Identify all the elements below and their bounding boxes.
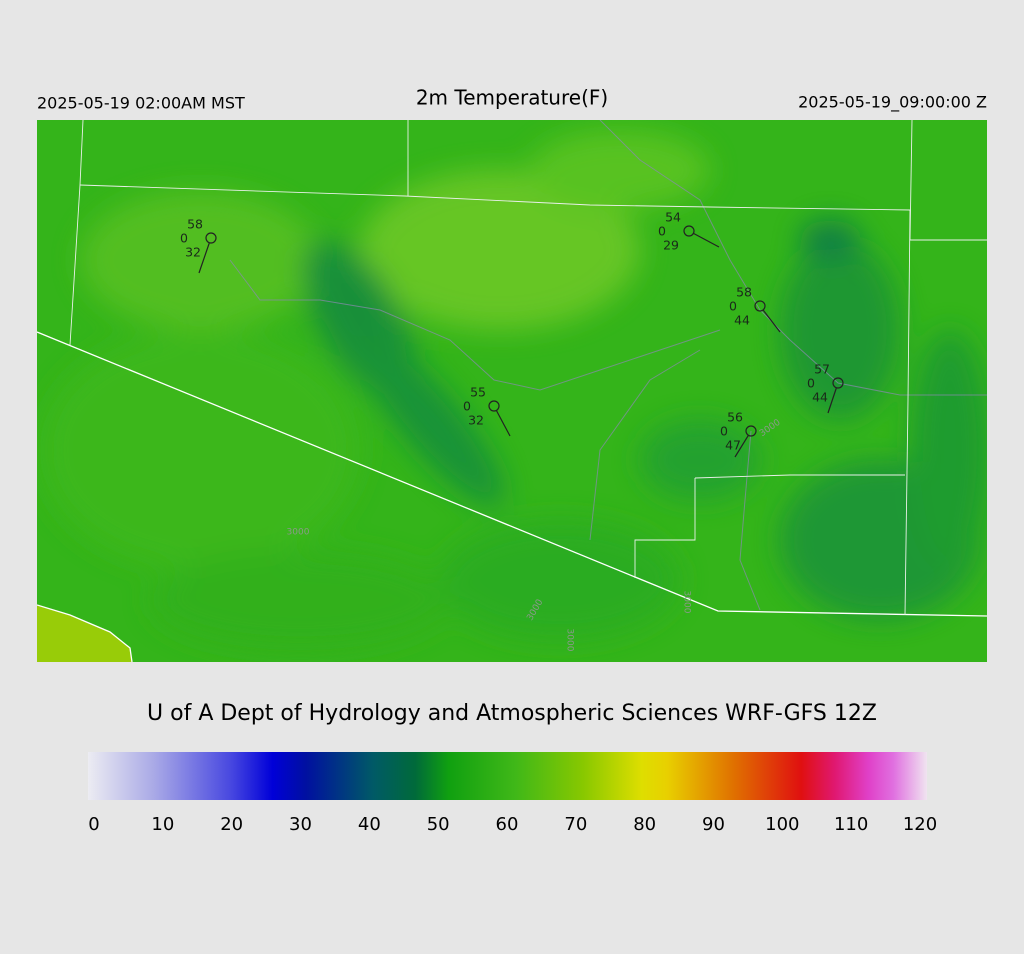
station-dewpoint: 44 bbox=[734, 313, 750, 328]
station-temperature: 57 bbox=[814, 362, 830, 377]
colorbar-tick-label: 120 bbox=[903, 814, 937, 835]
station-circle bbox=[683, 225, 695, 237]
map-title: 2m Temperature(F) bbox=[416, 86, 608, 110]
station-temperature: 55 bbox=[470, 385, 486, 400]
station-temperature: 56 bbox=[727, 410, 743, 425]
wind-barb bbox=[762, 309, 781, 333]
station-dewpoint: 47 bbox=[725, 438, 741, 453]
colorbar-tick-label: 20 bbox=[220, 814, 243, 835]
colorbar-tick-label: 80 bbox=[633, 814, 656, 835]
colorbar-tick-label: 40 bbox=[358, 814, 381, 835]
valid-local-time: 2025-05-19 02:00AM MST bbox=[37, 94, 245, 113]
station-wind: 0 bbox=[658, 224, 666, 239]
station-dewpoint: 44 bbox=[812, 390, 828, 405]
station-wind: 0 bbox=[463, 399, 471, 414]
wind-barb bbox=[827, 387, 838, 414]
wind-barb bbox=[198, 243, 210, 274]
colorbar-tick-label: 30 bbox=[289, 814, 312, 835]
station-temperature: 58 bbox=[187, 217, 203, 232]
station-dewpoint: 32 bbox=[185, 245, 201, 260]
contour-label: 3000 bbox=[565, 629, 575, 652]
footer-credit: U of A Dept of Hydrology and Atmospheric… bbox=[147, 701, 877, 726]
colorbar-tick-label: 0 bbox=[88, 814, 99, 835]
contour-label: 3000 bbox=[287, 528, 310, 538]
station-circle bbox=[754, 300, 766, 312]
wind-barb bbox=[495, 410, 511, 437]
colorbar-tick-label: 70 bbox=[564, 814, 587, 835]
station-wind: 0 bbox=[720, 424, 728, 439]
station-temperature: 58 bbox=[736, 285, 752, 300]
station-wind: 0 bbox=[729, 299, 737, 314]
wind-barb bbox=[693, 232, 720, 248]
station-circle bbox=[745, 425, 757, 437]
wind-barb bbox=[734, 434, 750, 458]
station-wind: 0 bbox=[807, 376, 815, 391]
station-circle bbox=[488, 400, 500, 412]
station-dewpoint: 32 bbox=[468, 413, 484, 428]
colorbar-tick-label: 10 bbox=[151, 814, 174, 835]
colorbar-tick-label: 90 bbox=[702, 814, 725, 835]
colorbar bbox=[88, 752, 927, 800]
station-temperature: 54 bbox=[665, 210, 681, 225]
valid-utc-time: 2025-05-19_09:00:00 Z bbox=[798, 93, 987, 113]
contour-label: 3000 bbox=[682, 591, 692, 614]
station-circle bbox=[832, 377, 844, 389]
colorbar-tick-label: 50 bbox=[427, 814, 450, 835]
colorbar-tick-label: 110 bbox=[834, 814, 868, 835]
station-wind: 0 bbox=[180, 231, 188, 246]
colorbar-tick-label: 60 bbox=[496, 814, 519, 835]
station-dewpoint: 29 bbox=[663, 238, 679, 253]
station-circle bbox=[205, 232, 217, 244]
colorbar-tick-label: 100 bbox=[765, 814, 799, 835]
